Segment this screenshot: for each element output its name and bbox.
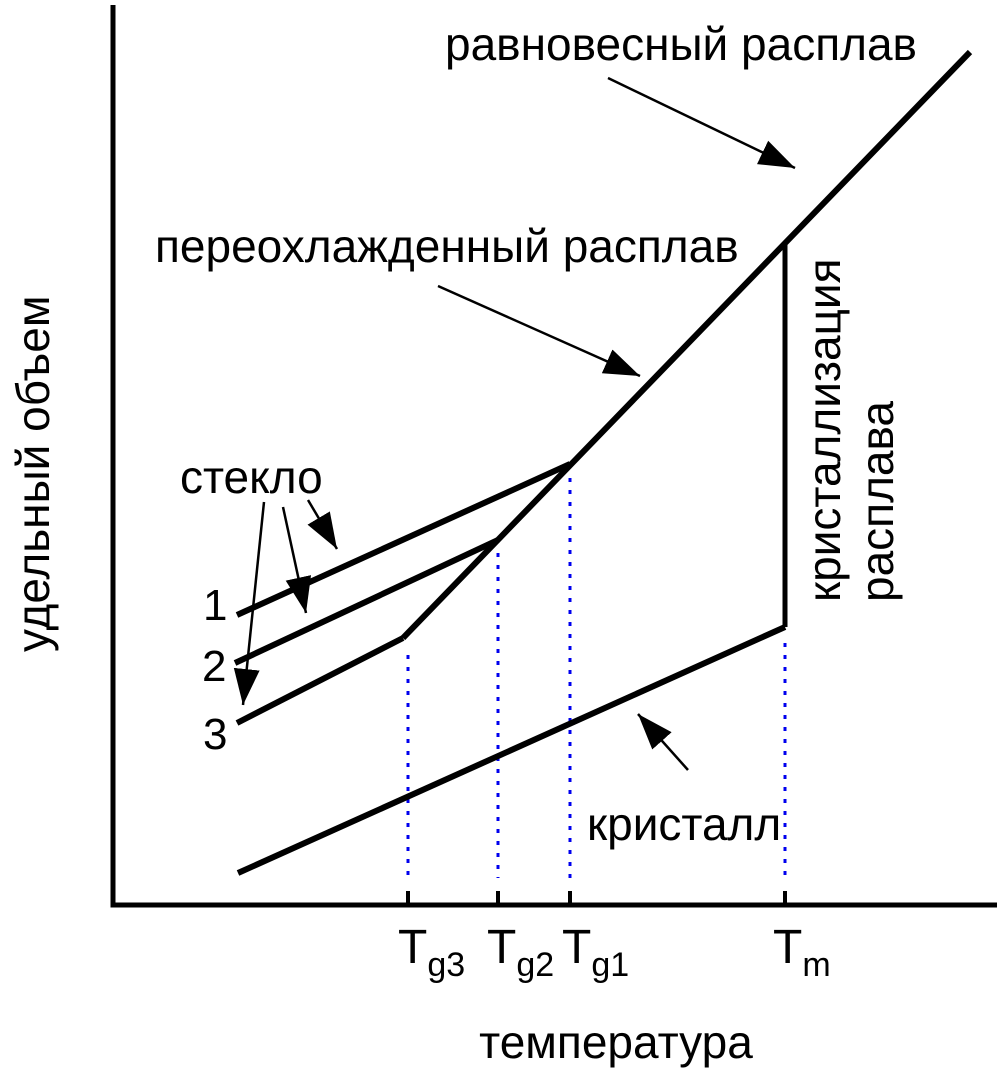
tick-label-tg1: Tg1 (562, 921, 629, 984)
x-axis-title: температура (479, 1016, 753, 1068)
tick-label-tg3: Tg3 (398, 921, 465, 984)
arrow-to-equilibrium-melt (607, 76, 796, 170)
arrow-to-crystal (637, 713, 689, 771)
arrow-to-supercooled-melt (437, 284, 641, 378)
label-crystallization-line2: расплава (851, 401, 903, 602)
curve-glass-2 (233, 537, 500, 666)
arrow-glass-to-curve-3 (233, 501, 266, 706)
axes-layer (110, 5, 997, 908)
annotation-arrows-layer (233, 76, 796, 771)
tick-label-tg2: Tg2 (487, 921, 554, 984)
arrow-glass-to-curve-1 (306, 499, 339, 550)
label-curve-1: 1 (203, 581, 227, 630)
label-curve-3: 3 (203, 710, 227, 759)
label-crystal: кристалл (587, 798, 781, 850)
label-curve-2: 2 (202, 642, 226, 691)
label-crystallization-line1: кристаллизация (798, 258, 850, 602)
label-equilibrium-melt: равновесный расплав (445, 18, 917, 70)
guide-lines-layer (406, 478, 787, 878)
y-axis-title: удельный объем (7, 296, 59, 652)
curve-crystal (236, 624, 787, 876)
arrow-glass-to-curve-2 (281, 506, 312, 614)
tick-label-tm: Tm (773, 921, 831, 984)
label-supercooled-melt: переохлажденный расплав (155, 220, 739, 272)
axis-lines (110, 5, 997, 908)
curve-glass-3 (235, 635, 405, 726)
label-glass: стекло (180, 451, 323, 503)
